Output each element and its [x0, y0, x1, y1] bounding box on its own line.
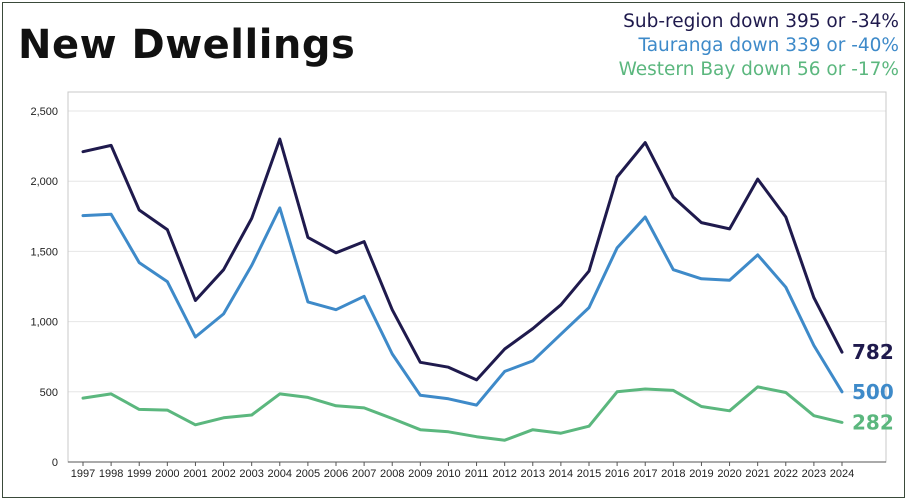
x-tick-label: 1997 [71, 468, 95, 480]
end-label-western-bay: 282 [852, 410, 894, 434]
y-tick-label: 500 [40, 387, 58, 399]
end-labels: 782 500 282 [852, 340, 894, 434]
x-tick-label: 2010 [436, 468, 460, 480]
x-tick-label: 2007 [352, 468, 376, 480]
x-tick-label: 2021 [745, 468, 769, 480]
x-tick-label: 1999 [127, 468, 151, 480]
x-tick-label: 2004 [268, 468, 292, 480]
end-label-sub-region: 782 [852, 340, 894, 364]
x-tick-label: 2013 [521, 468, 545, 480]
x-tick-label: 2022 [774, 468, 798, 480]
y-tick-label: 1,000 [30, 317, 58, 329]
y-tick-label: 0 [52, 457, 58, 469]
x-tick-label: 2017 [633, 468, 657, 480]
x-tick-label: 2016 [605, 468, 629, 480]
legend-entry-western-bay: Western Bay down 56 or -17% [618, 59, 899, 80]
x-tick-label: 2014 [549, 468, 573, 480]
x-tick-label: 2023 [802, 468, 826, 480]
legend-entry-tauranga: Tauranga down 339 or -40% [638, 35, 899, 56]
x-tick-label: 2001 [183, 468, 207, 480]
x-tick-label: 2011 [465, 468, 489, 480]
chart-title: New Dwellings [18, 22, 356, 68]
x-tick-label: 2018 [661, 468, 685, 480]
x-tick-label: 2002 [211, 468, 235, 480]
legend-entry-sub-region: Sub-region down 395 or -34% [623, 11, 899, 32]
y-tick-label: 2,000 [30, 176, 58, 188]
x-tick-label: 2005 [296, 468, 320, 480]
x-tick-label: 2012 [492, 468, 516, 480]
y-tick-label: 1,500 [30, 246, 58, 258]
x-tick-label: 2015 [577, 468, 601, 480]
series-line-western-bay [81, 385, 844, 442]
x-tick-label: 2009 [408, 468, 432, 480]
x-tick-label: 2008 [380, 468, 404, 480]
x-tick-label: 2024 [830, 468, 854, 480]
x-tick-label: 2006 [324, 468, 348, 480]
x-tick-label: 2019 [689, 468, 713, 480]
x-tick-label: 1998 [99, 468, 123, 480]
series-line-sub-region [81, 137, 844, 382]
series-line-tauranga [81, 206, 844, 407]
y-tick-label: 2,500 [30, 106, 58, 118]
x-tick-label: 2003 [239, 468, 263, 480]
x-tick-label: 2020 [717, 468, 741, 480]
legend: Sub-region down 395 or -34% Tauranga dow… [619, 10, 899, 82]
gridlines [68, 110, 886, 393]
end-label-tauranga: 500 [852, 380, 894, 404]
axes: 0 500 1,000 1,500 2,000 2,500 1997 1998 1999 2000… [30, 91, 887, 480]
x-tick-label: 2000 [155, 468, 179, 480]
series-lines [81, 137, 844, 442]
